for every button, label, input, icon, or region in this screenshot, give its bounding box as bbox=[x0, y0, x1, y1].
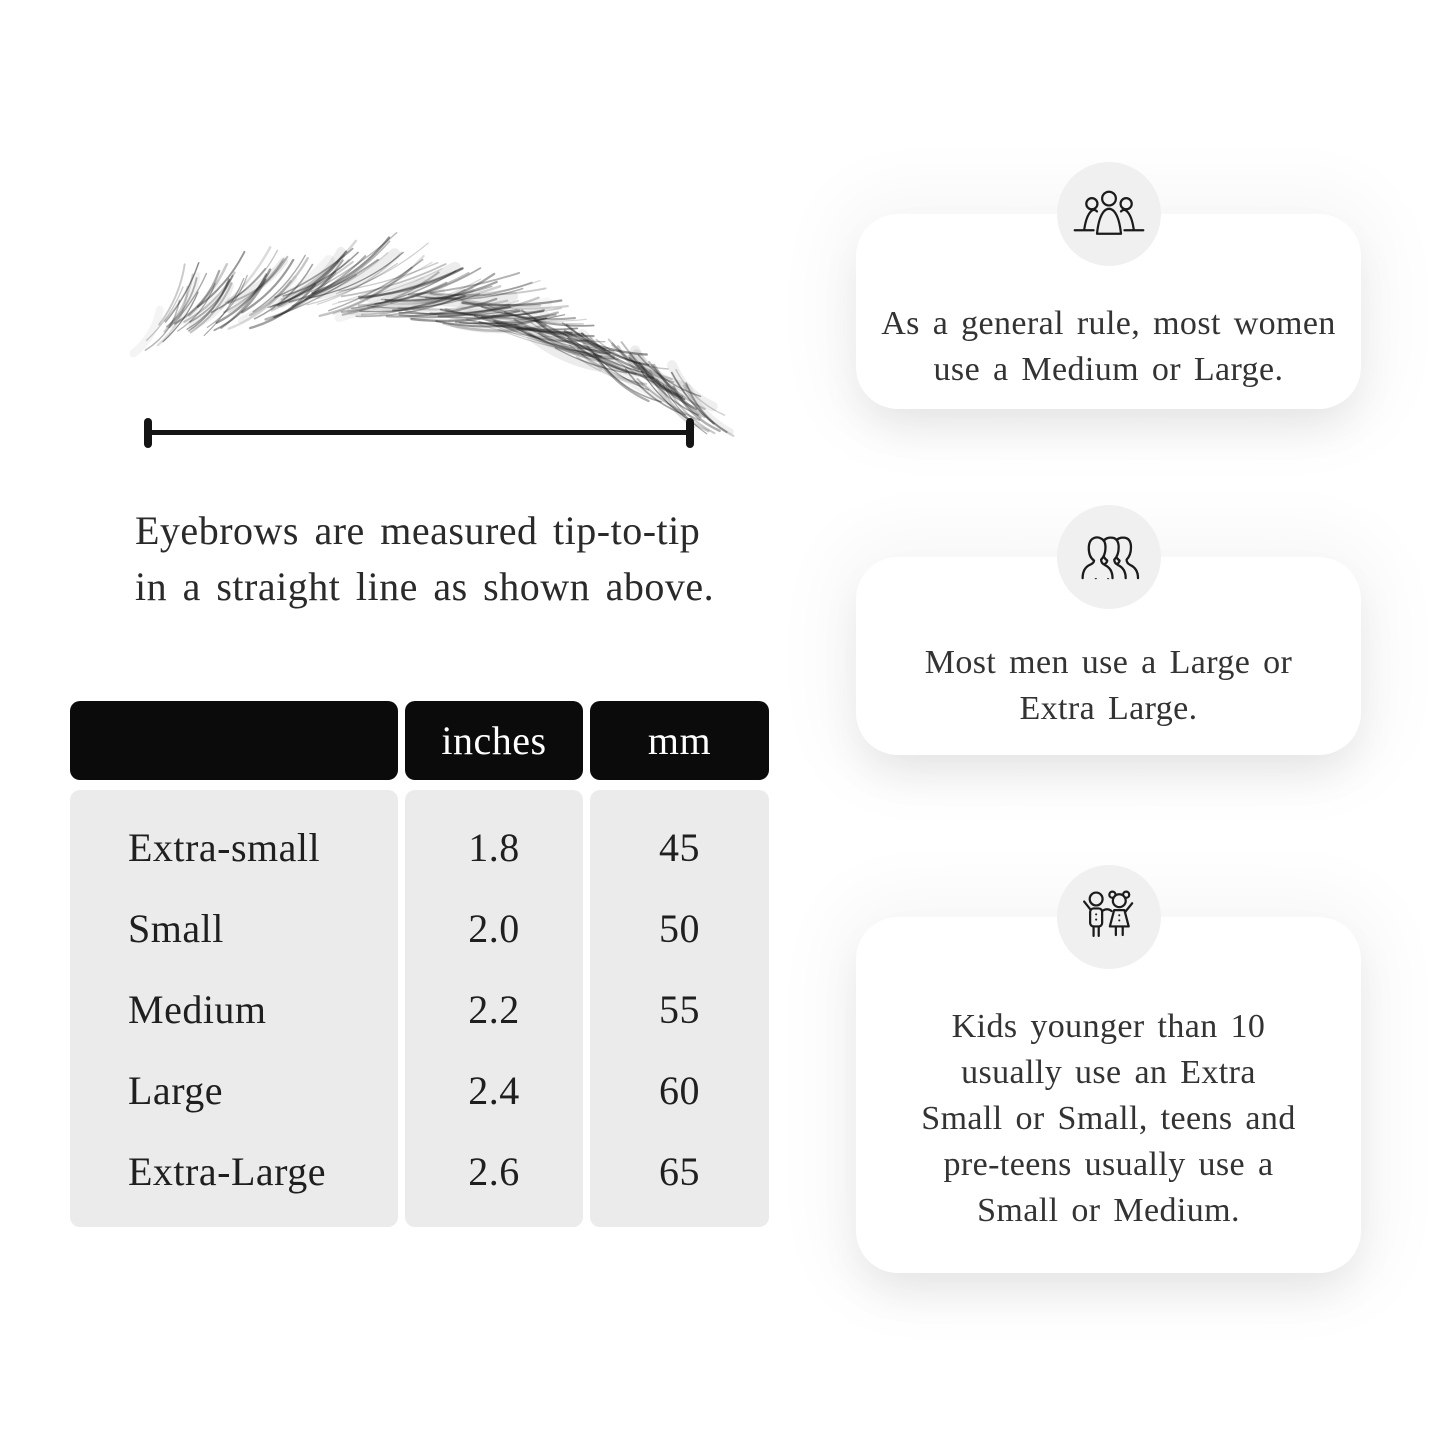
table-column-mm: mm 45 50 55 60 65 bbox=[590, 701, 769, 1231]
measurement-caption: Eyebrows are measured tip-to-tip in a st… bbox=[135, 508, 715, 609]
table-column-mm-body: 45 50 55 60 65 bbox=[590, 790, 769, 1227]
table-cell-inches: 2.6 bbox=[468, 1149, 520, 1194]
table-cell-mm: 60 bbox=[659, 1068, 700, 1113]
table-cell-inches: 2.2 bbox=[468, 987, 520, 1032]
table-header-size bbox=[70, 701, 398, 780]
eyebrow-drawing bbox=[129, 231, 735, 438]
table-row-label: Extra-small bbox=[128, 825, 321, 870]
table-row-label: Medium bbox=[128, 987, 267, 1032]
table-header-inches: inches bbox=[405, 701, 583, 780]
men-group-icon bbox=[1056, 505, 1161, 609]
card-text-men: Most men use a Large or Extra Large. bbox=[924, 644, 1293, 727]
table-row-label: Small bbox=[128, 906, 224, 951]
info-card-men: Most men use a Large or Extra Large. bbox=[856, 505, 1361, 755]
table-cell-inches: 1.8 bbox=[468, 825, 520, 870]
card-text-kids: Kids younger than 10 usually use an Extr… bbox=[921, 1008, 1296, 1229]
table-cell-mm: 65 bbox=[659, 1149, 700, 1194]
table-column-size-body: Extra-small Small Medium Large Extra-Lar… bbox=[70, 790, 398, 1227]
info-card-women: As a general rule, most women use a Medi… bbox=[856, 162, 1361, 409]
kids-icon bbox=[1056, 865, 1161, 969]
women-group-icon bbox=[1056, 162, 1161, 266]
ruler-line bbox=[148, 430, 690, 435]
card-text-women: As a general rule, most women use a Medi… bbox=[881, 304, 1336, 388]
table-column-inches-body: 1.8 2.0 2.2 2.4 2.6 bbox=[405, 790, 583, 1227]
table-row-label: Large bbox=[128, 1068, 224, 1113]
table-cell-mm: 50 bbox=[659, 906, 700, 951]
table-cell-mm: 45 bbox=[659, 825, 700, 870]
eyebrow-illustration bbox=[115, 231, 735, 438]
ruler-right-tick bbox=[686, 418, 694, 448]
kids-icon-svg bbox=[1082, 890, 1133, 937]
table-column-inches: inches 1.8 2.0 2.2 2.4 2.6 bbox=[405, 701, 583, 1231]
info-card-kids: Kids younger than 10 usually use an Extr… bbox=[856, 865, 1361, 1273]
table-cell-mm: 55 bbox=[659, 987, 700, 1032]
measurement-ruler bbox=[144, 418, 694, 448]
table-row-label: Extra-Large bbox=[128, 1149, 326, 1194]
table-header-mm: mm bbox=[590, 701, 769, 780]
table-cell-inches: 2.4 bbox=[468, 1068, 520, 1113]
size-table: Extra-small Small Medium Large Extra-Lar… bbox=[70, 701, 769, 1231]
women-group-icon-svg bbox=[1073, 190, 1144, 235]
table-cell-inches: 2.0 bbox=[468, 906, 520, 951]
men-group-icon-svg bbox=[1080, 536, 1139, 580]
table-column-size: Extra-small Small Medium Large Extra-Lar… bbox=[70, 701, 398, 1231]
